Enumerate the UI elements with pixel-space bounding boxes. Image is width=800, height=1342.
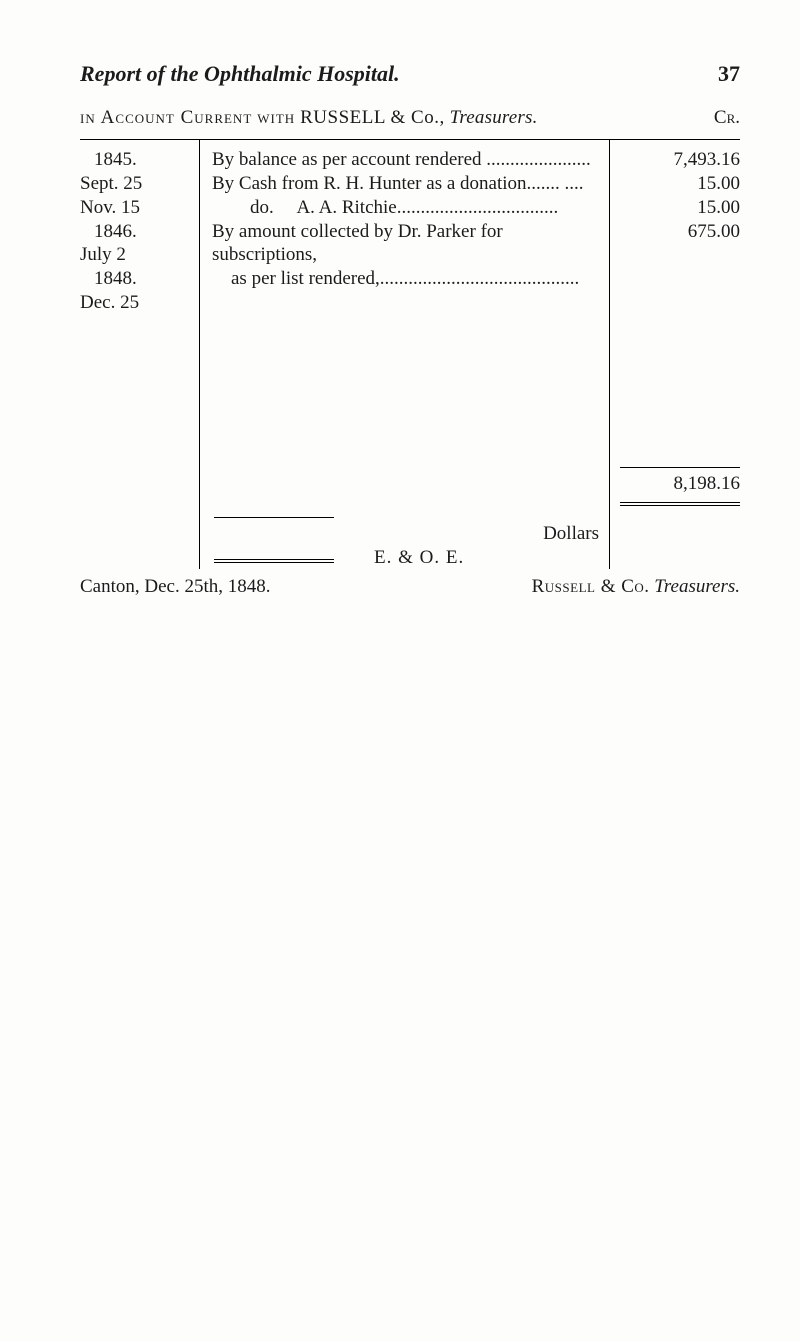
header-row: Report of the Ophthalmic Hospital. 37: [80, 60, 740, 88]
page: Report of the Ophthalmic Hospital. 37 in…: [0, 0, 800, 1342]
ledger-amount: 15.00: [620, 172, 740, 196]
short-rule: [214, 517, 334, 518]
ledger-date: Sept. 25: [80, 172, 193, 196]
ledger-date: July 2: [80, 243, 193, 267]
ledger-date: Nov. 15: [80, 196, 193, 220]
ledger-spacer: [80, 315, 193, 535]
account-firm: RUSSELL & Co.,: [300, 107, 445, 128]
ledger-desc: do. A. A. Ritchie.......................…: [212, 196, 599, 220]
page-number: 37: [718, 60, 740, 88]
ledger-amount: 675.00: [620, 220, 740, 244]
footer-signature: Russell & Co. Treasurers.: [532, 575, 740, 599]
ledger-amount: 7,493.16: [620, 148, 740, 172]
dollars-label: Dollars: [543, 522, 599, 546]
ledger-date: 1846.: [80, 220, 193, 244]
account-heading-left: in Account Current with RUSSELL & Co., T…: [80, 106, 538, 130]
footer: Canton, Dec. 25th, 1848. Russell & Co. T…: [80, 575, 740, 599]
ledger-date: 1848.: [80, 267, 193, 291]
account-with: with: [257, 107, 295, 128]
footer-place-date: Canton, Dec. 25th, 1848.: [80, 575, 271, 599]
ledger-desc: By amount collected by Dr. Parker for su…: [212, 220, 599, 268]
ledger-spacer: [212, 291, 599, 511]
footer-firm: Russell & Co.: [532, 576, 650, 597]
ledger-spacer: [620, 243, 740, 463]
account-heading: in Account Current with RUSSELL & Co., T…: [80, 106, 740, 130]
dollars-row: Dollars: [212, 522, 599, 546]
report-title: Report of the Ophthalmic Hospital.: [80, 60, 400, 88]
account-role: Treasurers.: [450, 107, 538, 128]
ledger-desc: By Cash from R. H. Hunter as a donation.…: [212, 172, 599, 196]
totals-block: Dollars E. & O. E.: [212, 517, 599, 570]
ledger: 1845. Sept. 25 Nov. 15 1846. July 2 1848…: [80, 139, 740, 569]
ledger-date: Dec. 25: [80, 291, 193, 315]
ledger-col-date: 1845. Sept. 25 Nov. 15 1846. July 2 1848…: [80, 140, 200, 569]
eoe-row: E. & O. E.: [212, 546, 599, 570]
ledger-col-desc: By balance as per account rendered .....…: [200, 140, 610, 569]
ledger-desc: as per list rendered,...................…: [212, 267, 599, 291]
ledger-date: 1845.: [80, 148, 193, 172]
eoe-label: E. & O. E.: [374, 546, 464, 570]
double-rule: [620, 502, 740, 506]
footer-role: Treasurers.: [654, 576, 740, 597]
ledger-desc: By balance as per account rendered .....…: [212, 148, 599, 172]
account-word: Account Current: [101, 107, 253, 128]
ledger-amount: 15.00: [620, 196, 740, 220]
amount-total: 8,198.16: [620, 467, 740, 496]
account-prefix: in: [80, 107, 96, 128]
double-rule: [214, 559, 334, 563]
account-cr: Cr.: [714, 106, 740, 130]
ledger-col-amount: 7,493.16 15.00 15.00 675.00 8,198.16: [610, 140, 740, 569]
